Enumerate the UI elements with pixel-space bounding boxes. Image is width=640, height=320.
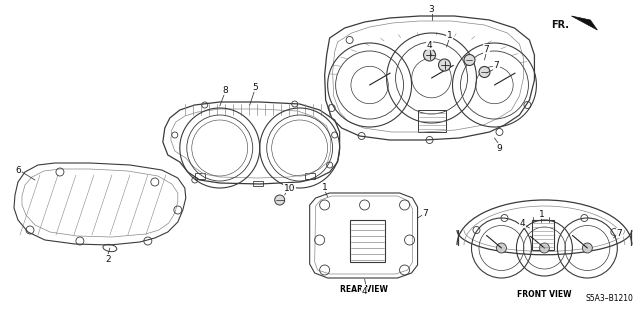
- Text: 10: 10: [284, 183, 296, 193]
- Circle shape: [275, 195, 285, 205]
- Circle shape: [438, 59, 451, 71]
- Bar: [305, 173, 315, 179]
- Circle shape: [497, 243, 506, 253]
- Polygon shape: [572, 16, 597, 30]
- Text: 6: 6: [15, 165, 21, 174]
- Text: FR.: FR.: [552, 20, 570, 30]
- Text: 7: 7: [484, 44, 490, 53]
- Text: 8: 8: [222, 85, 228, 94]
- Circle shape: [582, 243, 593, 253]
- Bar: [253, 181, 262, 186]
- Bar: [417, 110, 445, 132]
- Text: REAR VIEW: REAR VIEW: [340, 285, 388, 294]
- Text: 5: 5: [252, 83, 258, 92]
- Text: 3: 3: [429, 4, 435, 13]
- Text: 4: 4: [520, 219, 525, 228]
- Text: 2: 2: [105, 254, 111, 263]
- Text: 7: 7: [493, 60, 499, 69]
- Circle shape: [424, 49, 436, 61]
- Text: 7: 7: [422, 209, 428, 218]
- Text: 9: 9: [497, 143, 502, 153]
- Circle shape: [464, 54, 475, 66]
- Text: 1: 1: [538, 210, 544, 219]
- Text: 4: 4: [427, 41, 433, 50]
- Text: S5A3–B1210: S5A3–B1210: [586, 294, 634, 303]
- Text: 4: 4: [362, 287, 367, 297]
- Text: FRONT VIEW: FRONT VIEW: [517, 290, 572, 299]
- Text: 7: 7: [616, 228, 622, 237]
- Text: 1: 1: [322, 182, 328, 191]
- Bar: [532, 220, 554, 250]
- Circle shape: [540, 243, 549, 253]
- Bar: [195, 173, 205, 179]
- Text: 1: 1: [447, 30, 452, 39]
- Bar: [349, 220, 385, 262]
- Circle shape: [479, 67, 490, 77]
